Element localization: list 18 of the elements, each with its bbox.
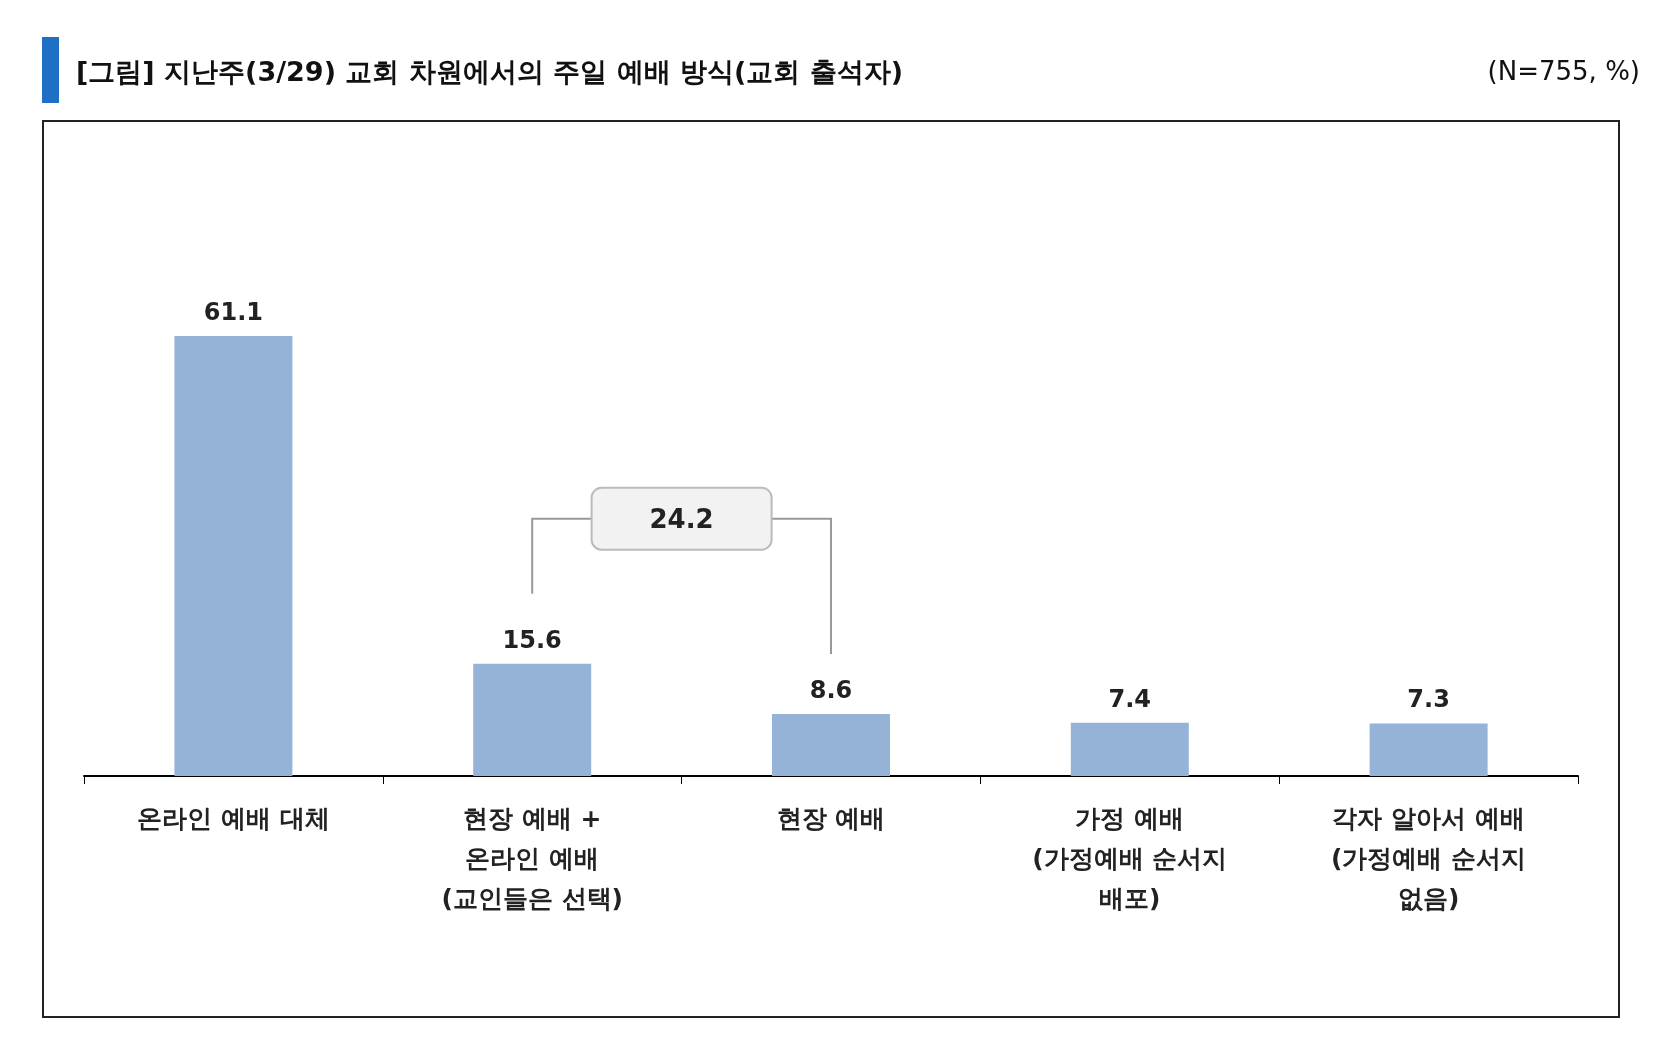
data-label: 15.6 xyxy=(502,625,562,654)
bar xyxy=(1070,722,1189,776)
data-label: 7.4 xyxy=(1108,684,1152,713)
bar xyxy=(174,336,293,776)
chart-title: [그림] 지난주(3/29) 교회 차원에서의 주일 예배 방식(교회 출석자) xyxy=(76,55,904,89)
x-tick-label: 현장 예배 + 온라인 예배 (교인들은 선택) xyxy=(441,803,623,913)
bar xyxy=(473,663,592,776)
x-tick-label: 온라인 예배 대체 xyxy=(137,803,330,833)
annotation: 24.2 xyxy=(649,503,714,534)
data-label: 8.6 xyxy=(809,676,853,705)
x-tick-label: 현장 예배 xyxy=(776,803,886,833)
x-tick-label: 가정 예배 (가정예배 순서지 배포) xyxy=(1032,803,1228,913)
chart-subtitle: (N=755, %) xyxy=(1487,56,1640,86)
x-tick-label: 각자 알아서 예배 (가정예배 순서지 없음) xyxy=(1331,803,1527,913)
bar xyxy=(1369,723,1488,776)
data-label: 61.1 xyxy=(203,298,264,327)
data-label: 7.3 xyxy=(1407,685,1450,714)
bar xyxy=(772,714,890,776)
